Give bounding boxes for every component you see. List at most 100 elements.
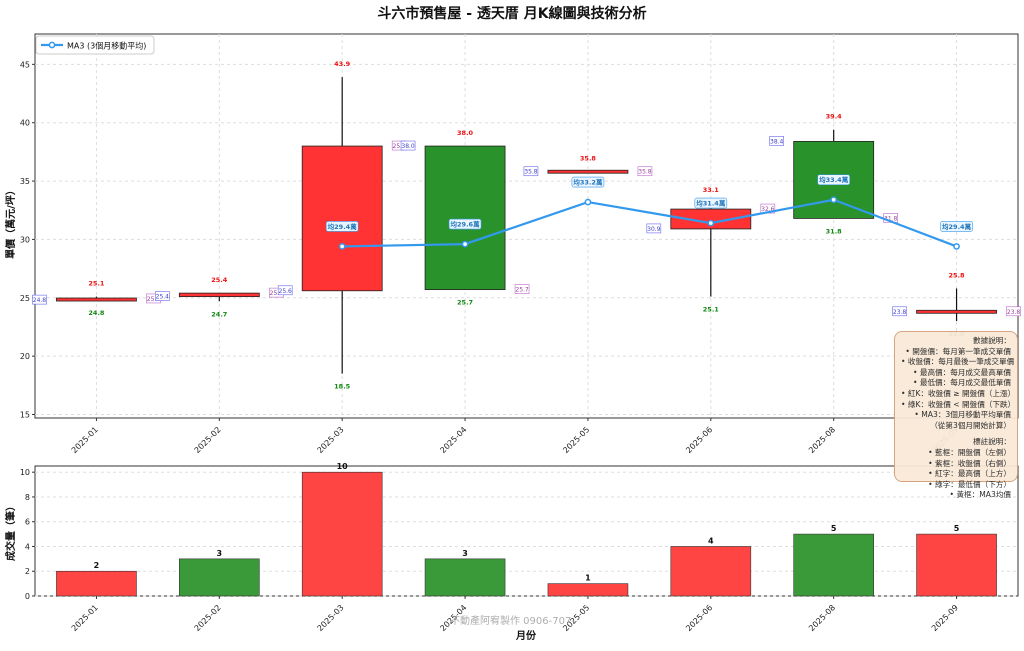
legend-box xyxy=(35,35,155,55)
volume-bar xyxy=(793,533,874,597)
low-price-label: 18.5 xyxy=(334,383,351,391)
volume-x-tick-label: 2025-08 xyxy=(807,603,837,633)
volume-bar xyxy=(424,558,506,597)
open-price-box xyxy=(646,223,662,234)
price-y-tick-label: 15 xyxy=(20,410,30,419)
legend-marker xyxy=(48,41,56,49)
open-price-box xyxy=(277,285,293,296)
volume-value-label: 2 xyxy=(94,561,100,570)
close-price-box xyxy=(514,284,530,294)
open-price-box xyxy=(32,294,47,305)
open-price-box xyxy=(523,166,539,177)
price-y-tick-label: 35 xyxy=(20,177,30,186)
close-price-label: 35.8 xyxy=(638,169,652,176)
volume-value-label: 5 xyxy=(831,524,837,533)
notes-data-line: • 最高價：每月成交最高單價 xyxy=(912,367,1011,377)
low-price-label: 24.8 xyxy=(88,309,105,317)
ma3-label-box xyxy=(817,174,850,186)
notes-label-line: • 紅字：最高價（上方） xyxy=(928,469,1011,479)
chart-title: 斗六市預售屋 - 透天厝 月K線圖與技術分析 xyxy=(377,5,646,22)
price-x-tick-label: 2025-02 xyxy=(193,425,223,455)
open-price-label: 38.4 xyxy=(770,138,784,145)
ma3-line xyxy=(342,198,957,248)
close-price-box xyxy=(1006,306,1021,317)
high-price-label: 25.1 xyxy=(88,280,105,288)
notes-data-line: • 綠K：收盤價 < 開盤價（下跌） xyxy=(901,399,1016,409)
price-y-tick-label: 40 xyxy=(20,119,30,128)
open-price-label: 25.6 xyxy=(279,288,293,295)
open-price-box xyxy=(155,291,170,301)
high-price-label: 38.0 xyxy=(457,129,474,137)
volume-value-label: 1 xyxy=(585,574,591,583)
price-y-tick-label: 20 xyxy=(20,352,30,361)
open-price-label: 25.4 xyxy=(156,294,170,301)
volume-y-tick-label: 8 xyxy=(25,493,30,502)
open-price-box xyxy=(892,306,907,317)
price-plot-frame xyxy=(34,33,1019,419)
x-axis-label: 月份 xyxy=(515,629,537,642)
notes-label-title: 標註說明： xyxy=(973,437,1011,447)
ma3-label: 均29.6萬 xyxy=(451,220,481,229)
volume-y-tick-label: 0 xyxy=(25,592,30,601)
price-panel: 15 20 25 30 35 40 45 2025-01 2025-02 2025-03 2025-… xyxy=(20,33,1021,455)
notes-data-line: • 紅K：收盤價 ≥ 開盤價（上漲） xyxy=(901,388,1016,398)
open-price-label: 38.0 xyxy=(401,143,415,150)
close-price-label: 25.1 xyxy=(393,143,407,150)
volume-value-label: 3 xyxy=(462,549,468,558)
open-price-label: 23.8 xyxy=(893,309,907,316)
high-price-label: 25.4 xyxy=(211,276,228,284)
open-price-label: 35.8 xyxy=(524,169,538,176)
price-y-tick-label: 45 xyxy=(20,60,30,69)
ma3-marker xyxy=(707,219,715,227)
candle-body xyxy=(301,145,383,292)
high-price-label: 39.4 xyxy=(826,113,843,121)
price-x-tick-label: 2025-05 xyxy=(561,425,591,455)
notes-label-line: • 紫框：收盤價（右側） xyxy=(928,458,1011,468)
volume-x-tick-label: 2025-02 xyxy=(193,603,223,633)
ma3-label: 均33.4萬 xyxy=(819,175,849,184)
price-y-tick-label: 25 xyxy=(20,294,30,303)
ma3-marker xyxy=(584,198,592,206)
open-price-label: 24.8 xyxy=(33,297,47,304)
volume-value-label: 3 xyxy=(217,549,223,558)
ma3-marker xyxy=(953,243,960,250)
low-price-label: 25.7 xyxy=(457,299,473,307)
volume-y-tick-label: 2 xyxy=(25,567,30,576)
price-x-tick-label: 2025-06 xyxy=(684,425,714,455)
notes-box: 數據說明： • 開盤價：每月第一筆成交單價 • 收盤價：每月最後一筆成交單價 •… xyxy=(894,331,1018,499)
close-price-label: 25.1 xyxy=(270,290,284,297)
low-price-label: 25.1 xyxy=(703,306,720,314)
price-x-tick-label: 2025-04 xyxy=(438,425,468,455)
volume-x-tick-label: 2025-09 xyxy=(930,603,960,633)
volume-panel: 02468102025-0122025-0232025-03102025-043… xyxy=(20,462,1019,633)
volume-bar xyxy=(547,583,629,597)
close-price-label: 25.7 xyxy=(515,287,529,294)
candle-body xyxy=(916,309,997,314)
volume-bar xyxy=(916,533,997,597)
ma3-label: 均33.2萬 xyxy=(573,178,603,187)
high-price-label: 43.9 xyxy=(334,60,351,68)
ma3-marker xyxy=(830,196,838,204)
volume-bar xyxy=(670,546,752,597)
notes-data-line: （從第3個月開始計算） xyxy=(930,420,1011,430)
price-y-axis-label: 單價（萬元/坪） xyxy=(4,185,17,259)
high-price-label: 33.1 xyxy=(703,186,720,194)
ma3-label: 均29.4萬 xyxy=(942,222,972,231)
volume-y-tick-label: 6 xyxy=(25,518,30,527)
high-price-label: 35.8 xyxy=(580,155,597,163)
open-price-box xyxy=(400,140,416,151)
volume-bar xyxy=(301,471,383,597)
legend: MA3 (3個月移動平均) xyxy=(35,35,155,55)
volume-x-tick-label: 2025-06 xyxy=(684,603,714,633)
volume-y-tick-label: 10 xyxy=(20,468,30,477)
candle-body xyxy=(547,169,629,174)
price-x-tick-label: 2025-08 xyxy=(807,425,837,455)
close-price-box xyxy=(637,166,653,177)
notes-data-title: 數據說明： xyxy=(973,336,1011,345)
ma3-label-box xyxy=(571,176,605,188)
ma3-label-box xyxy=(448,218,482,230)
ma3-label-box xyxy=(694,197,728,209)
ma3-label: 均31.4萬 xyxy=(696,199,726,208)
